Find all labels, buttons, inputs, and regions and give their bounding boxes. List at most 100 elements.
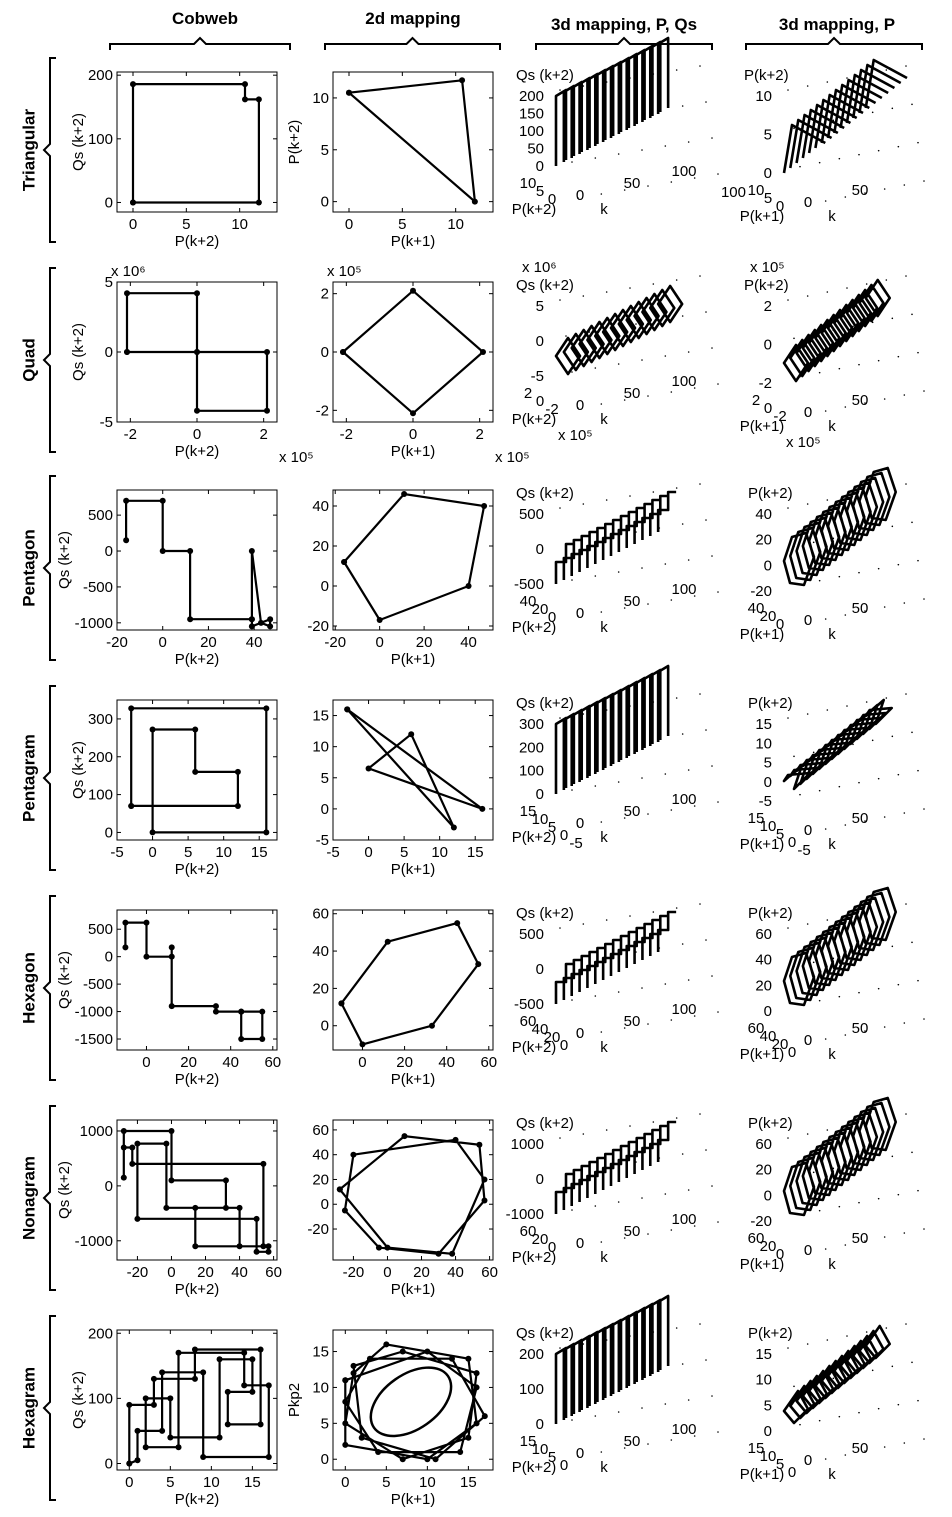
- grid-dot: [846, 77, 848, 79]
- z-tick-label: 0: [764, 1423, 772, 1440]
- x-tick-label: 15: [460, 1474, 477, 1491]
- z-tick-label: 0: [536, 786, 544, 803]
- grid-dot: [891, 945, 894, 948]
- grid-dot: [812, 1171, 815, 1174]
- grid-dot: [717, 1431, 719, 1433]
- y-tick-label: 60: [520, 1223, 537, 1240]
- data-point: [191, 1375, 198, 1382]
- grid-dot: [818, 999, 821, 1002]
- grid-dot: [805, 1252, 807, 1254]
- z-tick-label: 0: [764, 337, 772, 354]
- z-tick-label: 0: [536, 541, 544, 558]
- y-tick-label: 0: [321, 578, 329, 595]
- column-title-3d-mapping-p: 3d mapping, P: [779, 15, 895, 34]
- grid-dot: [594, 1415, 597, 1417]
- z-tick-label: 0: [764, 774, 772, 791]
- y-tick-label: -1000: [75, 615, 113, 632]
- z-tick-label: 60: [755, 926, 772, 943]
- x-tick-label: 15: [244, 1474, 261, 1491]
- grid-dot: [824, 1038, 827, 1040]
- y-tick-label: 10: [312, 1379, 329, 1396]
- y-tick-label: 5: [321, 142, 329, 159]
- y-tick-label: 0: [105, 949, 113, 966]
- column-title-cobweb: Cobweb: [172, 9, 238, 28]
- data-point: [401, 491, 408, 497]
- grid-dot: [670, 809, 673, 811]
- z-exponent-label: x 10⁵: [750, 259, 785, 276]
- data-point: [384, 1244, 391, 1251]
- grid-dot: [858, 1201, 860, 1204]
- grid-dot: [877, 1197, 880, 1200]
- y-tick-label: 0: [105, 194, 113, 211]
- grid-dot: [903, 1232, 906, 1234]
- y-tick-label: 0: [536, 393, 544, 410]
- data-point: [248, 548, 255, 555]
- data-point: [159, 1369, 166, 1376]
- data-point: [263, 705, 270, 712]
- grid-dot: [681, 523, 684, 525]
- grid-dot: [844, 1454, 847, 1456]
- grid-dot: [699, 275, 701, 277]
- data-point: [341, 1207, 348, 1214]
- grid-dot: [865, 1331, 868, 1333]
- grid-dot: [687, 769, 690, 771]
- row-title: Quad: [19, 338, 38, 381]
- grid-dot: [617, 153, 620, 155]
- data-point: [200, 1369, 207, 1376]
- z-tick-label: -20: [750, 583, 772, 600]
- data-point: [236, 1204, 243, 1211]
- grid-dot: [664, 773, 667, 775]
- x-axis-label: P(k+1): [391, 651, 436, 668]
- grid-dot: [559, 299, 561, 301]
- grid-dot: [623, 1447, 626, 1449]
- grid-dot: [818, 161, 821, 164]
- grid-dot: [917, 769, 919, 772]
- grid-dot: [711, 555, 713, 557]
- y-tick-label: 40: [520, 593, 537, 610]
- grid-dot: [832, 1377, 835, 1380]
- grid-dot: [864, 1240, 866, 1242]
- grid-dot: [605, 499, 608, 501]
- z-tick-label: 0: [536, 1416, 544, 1433]
- grid-dot: [891, 317, 894, 320]
- map2d-panel: -5 0 5 10 15 -5 0 5 10 15 P(k+1): [312, 699, 494, 878]
- grid-dot: [641, 1197, 643, 1199]
- data-point: [191, 1346, 198, 1353]
- y-tick-label: 10: [312, 90, 329, 107]
- x-axis-label: k: [828, 1256, 836, 1273]
- grid-dot: [897, 145, 900, 148]
- data-point: [194, 349, 200, 355]
- grid-dot: [923, 1438, 925, 1440]
- grid-dot: [705, 1149, 707, 1151]
- x-tick-label: 0: [167, 1264, 175, 1281]
- grid-dot: [687, 979, 690, 981]
- z-axis-label: P(k+2): [748, 485, 793, 502]
- y-tick-label: 10: [760, 1448, 777, 1465]
- grid-dot: [711, 765, 713, 767]
- grid-dot: [838, 367, 841, 370]
- data-point: [122, 919, 129, 926]
- grid-dot: [903, 1022, 906, 1024]
- data-point: [344, 706, 351, 713]
- data-point: [248, 623, 255, 630]
- y-axis-label: P(k+1): [740, 626, 785, 643]
- grid-dot: [600, 821, 603, 823]
- y-axis-label: P(k+1): [740, 836, 785, 853]
- grid-dot: [670, 1019, 673, 1021]
- y-tick-label: 20: [760, 1238, 777, 1255]
- z-tick-label: 0: [764, 1003, 772, 1020]
- data-point: [122, 944, 129, 951]
- x-axis-label: k: [828, 1046, 836, 1063]
- data-point: [120, 1127, 127, 1134]
- data-point: [258, 619, 264, 626]
- grid-dot: [681, 315, 684, 317]
- grid-dot: [799, 793, 801, 796]
- grid-dot: [582, 503, 585, 505]
- y-tick-label: -1500: [75, 1031, 113, 1048]
- y-tick-label: 0: [105, 543, 113, 560]
- x-tick-label: 0: [804, 1452, 812, 1469]
- grid-dot: [571, 1209, 573, 1211]
- data-point: [346, 89, 352, 96]
